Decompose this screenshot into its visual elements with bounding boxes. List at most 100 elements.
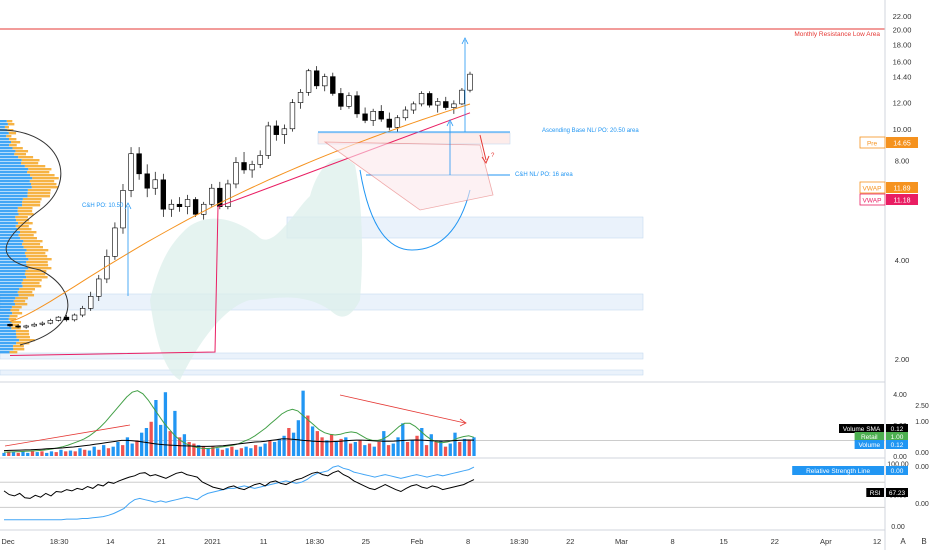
- candle[interactable]: [402, 106, 409, 121]
- volume-profile-bar-orange: [28, 258, 52, 261]
- candle[interactable]: [63, 315, 70, 322]
- candle[interactable]: [55, 316, 62, 322]
- volume-profile-bar-orange: [22, 243, 41, 246]
- candle[interactable]: [225, 179, 231, 210]
- auto-scale-button[interactable]: A: [900, 537, 906, 546]
- rsi-legend-value-box: [886, 466, 908, 475]
- candle-body: [313, 70, 320, 87]
- log-scale-button[interactable]: B: [921, 537, 926, 546]
- volume-bar: [363, 445, 367, 456]
- volume-profile-bar-blue: [0, 258, 29, 261]
- candle[interactable]: [370, 108, 376, 126]
- volume-profile-bar-orange: [24, 273, 46, 276]
- candle[interactable]: [410, 101, 417, 114]
- candle-body: [362, 113, 368, 121]
- candle[interactable]: [322, 73, 328, 92]
- volume-profile-bar-orange: [17, 207, 33, 210]
- volume-bar: [102, 445, 106, 456]
- rsi-legend-item: RSI 67.23: [866, 488, 908, 497]
- volume-pane[interactable]: [0, 390, 885, 456]
- volume-bar: [159, 424, 163, 456]
- candle[interactable]: [378, 105, 384, 122]
- candle[interactable]: [217, 181, 223, 210]
- candle[interactable]: [354, 91, 360, 118]
- candle[interactable]: [144, 164, 150, 198]
- volume-profile: [0, 120, 69, 354]
- price-badge-value-box: [886, 182, 918, 193]
- candle[interactable]: [273, 120, 279, 141]
- volume-bar: [339, 438, 343, 456]
- candle[interactable]: [128, 147, 134, 198]
- candle[interactable]: [88, 291, 94, 311]
- candle[interactable]: [386, 112, 392, 131]
- candle-body: [63, 316, 70, 321]
- candle[interactable]: [459, 87, 465, 106]
- candle[interactable]: [346, 92, 352, 109]
- candle[interactable]: [79, 305, 86, 318]
- volume-profile-bar-blue: [0, 312, 13, 315]
- candle[interactable]: [112, 222, 118, 260]
- volume-profile-bar-blue: [0, 120, 7, 123]
- candle[interactable]: [257, 150, 263, 169]
- volume-legend-label: Retail: [861, 434, 878, 441]
- volume-profile-bar-orange: [16, 333, 30, 336]
- candle-body: [426, 93, 433, 106]
- candle[interactable]: [201, 201, 207, 220]
- candle[interactable]: [23, 324, 29, 329]
- volume-profile-bar-blue: [0, 147, 13, 150]
- candle[interactable]: [71, 313, 78, 322]
- candle[interactable]: [39, 321, 45, 326]
- candle-body: [152, 179, 158, 189]
- candle[interactable]: [305, 68, 312, 96]
- candle[interactable]: [192, 197, 199, 217]
- candle[interactable]: [241, 152, 247, 174]
- candle[interactable]: [176, 197, 183, 212]
- volume-profile-bar-orange: [17, 210, 33, 213]
- volume-profile-bar-blue: [0, 219, 17, 222]
- candle[interactable]: [136, 147, 142, 180]
- candle[interactable]: [233, 157, 239, 189]
- volume-profile-bar-orange: [22, 279, 42, 282]
- volume-profile-bar-blue: [0, 153, 15, 156]
- candle[interactable]: [418, 91, 425, 107]
- candle[interactable]: [443, 96, 449, 111]
- price-badge-label: Pre: [867, 141, 878, 148]
- volume-legend-label: Volume SMA: [843, 426, 881, 433]
- candle[interactable]: [15, 324, 21, 329]
- candle[interactable]: [168, 199, 175, 217]
- volume-bar: [472, 437, 476, 456]
- candle[interactable]: [451, 100, 457, 114]
- volume-legend-value-box: [886, 440, 908, 449]
- volume-profile-bar-blue: [0, 192, 28, 195]
- candle[interactable]: [160, 173, 167, 217]
- candle[interactable]: [281, 124, 288, 144]
- candle-body: [249, 164, 255, 171]
- candle[interactable]: [362, 107, 368, 124]
- candle[interactable]: [330, 72, 336, 96]
- candle[interactable]: [184, 194, 191, 215]
- candle[interactable]: [152, 171, 158, 195]
- price-pane[interactable]: [0, 28, 885, 380]
- candle[interactable]: [265, 121, 271, 159]
- candle[interactable]: [31, 322, 37, 328]
- candle[interactable]: [435, 98, 441, 113]
- candle[interactable]: [7, 323, 13, 328]
- candle[interactable]: [209, 183, 215, 207]
- candle[interactable]: [426, 91, 433, 108]
- volume-legend-label-box: [854, 432, 884, 441]
- volume-bar: [420, 428, 424, 456]
- candle[interactable]: [289, 99, 296, 132]
- candle[interactable]: [313, 66, 320, 90]
- candle[interactable]: [338, 87, 344, 111]
- rsi-pane[interactable]: [0, 465, 885, 521]
- volume-profile-bar-orange: [23, 240, 43, 243]
- candle[interactable]: [47, 318, 54, 325]
- candle[interactable]: [297, 89, 304, 109]
- candle[interactable]: [249, 160, 255, 178]
- candles: [7, 66, 473, 329]
- candle[interactable]: [467, 71, 473, 93]
- volume-profile-bar-orange: [16, 342, 30, 345]
- volume-profile-bar-blue: [0, 324, 11, 327]
- candle[interactable]: [96, 274, 102, 302]
